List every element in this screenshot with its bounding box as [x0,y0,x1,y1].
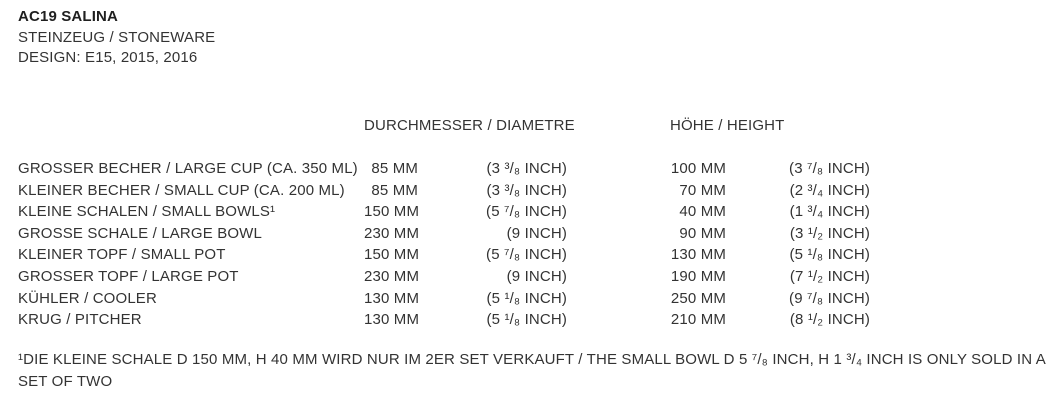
product-name: KLEINER BECHER / SMALL CUP (CA. 200 ML) [18,181,345,199]
page-title: AC19 SALINA [18,8,118,25]
product-material: STEINZEUG / STONEWARE [18,28,216,46]
height-mm: 190 MM [670,267,726,285]
intro-block: AC19 SALINA STEINZEUG / STONEWARE DESIGN… [18,7,215,69]
footnote: ¹DIE KLEINE SCHALE D 150 MM, H 40 MM WIR… [18,349,1046,392]
diameter-inch: (3 ³/₈ INCH) [486,181,567,199]
diameter-mm: 230 MM [364,224,420,242]
product-name: KLEINER TOPF / SMALL POT [18,246,226,264]
height-mm: 40 MM [679,203,726,221]
product-name: KLEINE SCHALEN / SMALL BOWLS¹ [18,203,276,221]
diameter-mm: 85 MM [371,160,418,177]
product-name: GROSSE SCHALE / LARGE BOWL [18,224,262,242]
table-row: GROSSER BECHER / LARGE CUP (CA. 350 ML) … [18,158,870,180]
column-header-height: HÖHE / HEIGHT [670,117,785,134]
column-header-diameter: DURCHMESSER / DIAMETRE [364,117,575,134]
height-mm: 100 MM [670,160,726,177]
diameter-mm: 230 MM [364,267,420,285]
diameter-inch: (9 INCH) [506,267,567,285]
product-name: GROSSER TOPF / LARGE POT [18,267,239,285]
height-mm: 90 MM [679,224,726,242]
spec-table: GROSSER BECHER / LARGE CUP (CA. 350 ML) … [18,158,870,331]
diameter-mm: 150 MM [364,246,420,264]
product-name: KRUG / PITCHER [18,311,142,329]
height-mm: 130 MM [670,246,726,264]
diameter-inch: (3 ³/₈ INCH) [486,160,567,177]
diameter-inch: (5 ⁷/₈ INCH) [486,246,567,264]
diameter-mm: 130 MM [364,289,420,307]
table-row: KÜHLER / COOLER 130 MM (5 ¹/₈ INCH) 250 … [18,288,870,310]
product-name: GROSSER BECHER / LARGE CUP (CA. 350 ML) [18,160,358,177]
table-row: GROSSER TOPF / LARGE POT 230 MM (9 INCH)… [18,266,870,288]
product-design: DESIGN: E15, 2015, 2016 [18,49,198,66]
table-row: GROSSE SCHALE / LARGE BOWL 230 MM (9 INC… [18,223,870,245]
table-row: KRUG / PITCHER 130 MM (5 ¹/₈ INCH) 210 M… [18,309,870,331]
product-name: KÜHLER / COOLER [18,289,157,307]
footnote-line-1: ¹DIE KLEINE SCHALE D 150 MM, H 40 MM WIR… [18,351,1046,368]
height-inch: (3 ⁷/₈ INCH) [789,160,870,177]
diameter-inch: (5 ¹/₈ INCH) [486,289,567,307]
diameter-mm: 150 MM [364,203,420,221]
height-inch: (8 ¹/₂ INCH) [789,311,870,329]
diameter-inch: (5 ¹/₈ INCH) [486,311,567,329]
height-inch: (1 ³/₄ INCH) [789,203,870,221]
table-row: KLEINER BECHER / SMALL CUP (CA. 200 ML) … [18,180,870,202]
height-inch: (3 ¹/₂ INCH) [789,224,870,242]
height-mm: 250 MM [670,289,726,307]
height-mm: 210 MM [670,311,726,329]
diameter-inch: (5 ⁷/₈ INCH) [486,203,567,221]
diameter-mm: 85 MM [371,181,418,199]
diameter-inch: (9 INCH) [506,224,567,242]
height-inch: (7 ¹/₂ INCH) [789,267,870,285]
diameter-mm: 130 MM [364,311,420,329]
height-inch: (2 ³/₄ INCH) [789,181,870,199]
height-mm: 70 MM [679,181,726,199]
table-row: KLEINE SCHALEN / SMALL BOWLS¹ 150 MM (5 … [18,201,870,223]
height-inch: (9 ⁷/₈ INCH) [789,289,870,307]
height-inch: (5 ¹/₈ INCH) [789,246,870,264]
table-row: KLEINER TOPF / SMALL POT 150 MM (5 ⁷/₈ I… [18,244,870,266]
footnote-line-2: SET OF TWO [18,372,113,390]
